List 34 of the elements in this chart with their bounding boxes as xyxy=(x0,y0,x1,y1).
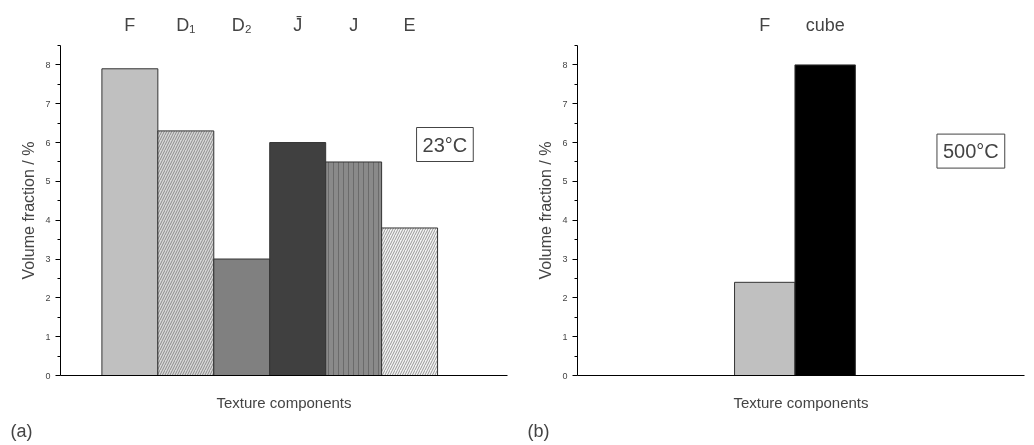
x-tick-label: J xyxy=(349,14,359,35)
x-axis-title: Texture components xyxy=(216,393,352,411)
x-tick-label: E xyxy=(403,14,416,35)
annotation: 500°C xyxy=(942,140,999,163)
y-tick-label: 7 xyxy=(45,98,51,109)
y-axis-title: Volume fraction / % xyxy=(20,141,38,280)
text: (b) xyxy=(527,420,550,441)
y-tick-label: 1 xyxy=(45,331,51,342)
text: (a) xyxy=(10,420,33,441)
y-tick-label: 2 xyxy=(45,292,51,303)
x-tick-label: F xyxy=(759,14,771,35)
y-axis-title: Volume fraction / % xyxy=(537,141,555,280)
y-tick-label: 2 xyxy=(562,292,568,303)
y-tick-label: 5 xyxy=(562,176,568,187)
y-tick-label: 5 xyxy=(45,176,51,187)
x-axis-title: Texture components xyxy=(733,393,869,411)
y-tick-label: 8 xyxy=(562,59,568,70)
y-tick-label: 0 xyxy=(45,370,51,381)
y-tick-label: 3 xyxy=(562,254,568,265)
y-tick-label: 7 xyxy=(562,98,568,109)
y-tick-label: 3 xyxy=(45,254,51,265)
x-tick-label: D₁ xyxy=(176,14,196,35)
annotation: 23°C xyxy=(422,133,468,156)
y-tick-label: 0 xyxy=(562,370,568,381)
x-tick-label: F xyxy=(124,14,136,35)
x-tick-label: cube xyxy=(805,14,845,35)
y-tick-label: 8 xyxy=(45,59,51,70)
x-tick-label: J̄ xyxy=(293,14,303,35)
y-tick-label: 4 xyxy=(45,215,51,226)
y-tick-label: 6 xyxy=(45,137,51,148)
y-tick-label: 1 xyxy=(562,331,568,342)
y-tick-label: 6 xyxy=(562,137,568,148)
x-tick-label: D₂ xyxy=(231,14,252,35)
y-tick-label: 4 xyxy=(562,215,568,226)
